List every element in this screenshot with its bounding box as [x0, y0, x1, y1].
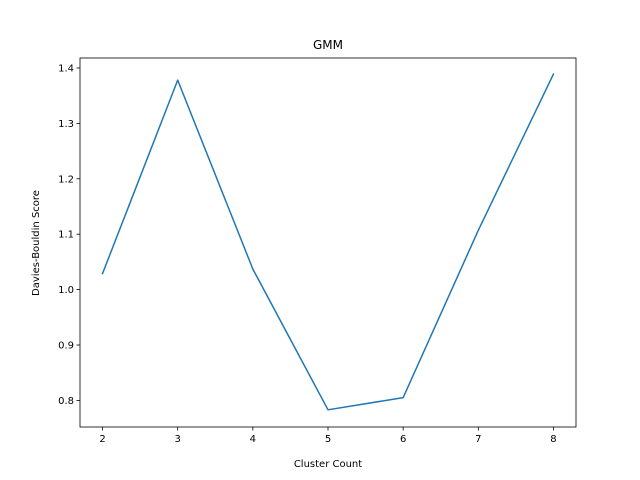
plot-frame: [79, 57, 577, 428]
x-axis-label: Cluster Count: [294, 459, 362, 470]
series-line: [101, 73, 555, 411]
x-tick-label: 2: [99, 434, 105, 445]
y-tick-label: 1.0: [58, 285, 74, 296]
y-tick-label: 1.1: [58, 230, 74, 241]
y-tick-label: 1.2: [58, 174, 74, 185]
x-tick-label: 6: [400, 434, 406, 445]
x-tick-label: 7: [475, 434, 481, 445]
x-tick-label: 5: [325, 434, 331, 445]
x-tick-label: 3: [175, 434, 181, 445]
x-tick-label: 8: [550, 434, 556, 445]
chart-title: GMM: [313, 38, 343, 52]
y-tick-label: 1.3: [58, 119, 74, 130]
y-tick-label: 0.8: [58, 396, 74, 407]
y-tick-label: 0.9: [58, 341, 74, 352]
x-tick-label: 4: [250, 434, 256, 445]
y-axis-label: Davies-Bouldin Score: [31, 190, 42, 296]
y-tick-label: 1.4: [58, 63, 74, 74]
